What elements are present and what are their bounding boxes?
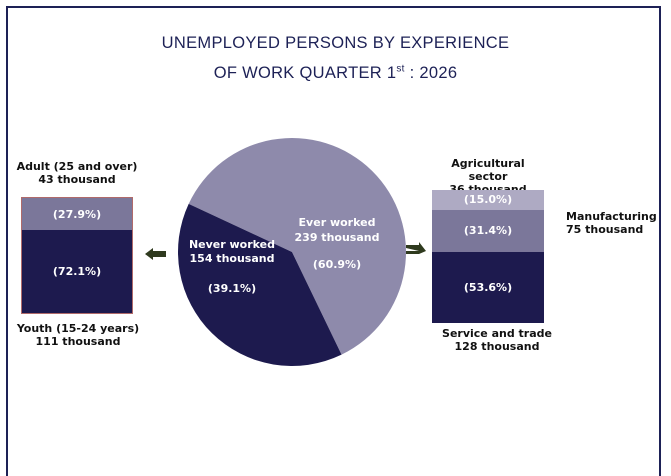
bar-segment-adult: (27.9%): [22, 198, 132, 231]
title-line2-main: OF WORK QUARTER 1: [213, 64, 397, 82]
title-line2-tail: : 2026: [404, 64, 458, 82]
bar-segment-youth: (72.1%): [22, 230, 132, 313]
manu-label-block: Manufacturing 75 thousand: [566, 210, 670, 236]
arrow-left-icon: [145, 248, 166, 260]
ever-worked-value: 239 thousand: [295, 231, 380, 244]
manu-percent: (31.4%): [463, 224, 513, 238]
serv-percent: (53.6%): [463, 280, 513, 294]
pie-slices: [178, 138, 406, 367]
never-worked-label: Never worked: [189, 238, 275, 251]
chart-title-line2: OF WORK QUARTER 1st : 2026: [0, 64, 671, 83]
ever-worked-percent: (60.9%): [313, 258, 361, 271]
bar-segment-service: (53.6%): [432, 251, 544, 323]
agri-label: Agricultural sector: [451, 157, 525, 183]
bar-segment-manufacturing: (31.4%): [432, 209, 544, 252]
serv-label: Service and trade: [442, 327, 552, 340]
agri-percent: (15.0%): [463, 193, 513, 207]
youth-percent: (72.1%): [52, 265, 102, 279]
ever-worked-label: Ever worked: [299, 216, 376, 229]
title-line2-sup: st: [396, 63, 405, 75]
adult-label: Adult (25 and over): [16, 160, 138, 173]
never-worked-value: 154 thousand: [190, 252, 275, 265]
adult-label-block: Adult (25 and over) 43 thousand: [14, 160, 140, 186]
youth-label-block: Youth (15-24 years) 111 thousand: [8, 322, 148, 348]
arrow-right-icon: [406, 242, 426, 254]
pie-slice-ever-worked: [188, 138, 406, 355]
ever-worked-stacked-bar: (15.0%) (31.4%) (53.6%): [432, 190, 544, 323]
manu-value: 75 thousand: [566, 223, 644, 236]
never-worked-stacked-bar: (27.9%) (72.1%): [21, 197, 133, 314]
serv-value: 128 thousand: [454, 340, 540, 353]
pie-slice-never-worked: [178, 203, 342, 367]
youth-label: Youth (15-24 years): [16, 322, 140, 335]
manu-label: Manufacturing: [566, 210, 657, 223]
chart-frame: [6, 6, 661, 476]
serv-label-block: Service and trade 128 thousand: [432, 327, 562, 353]
adult-value: 43 thousand: [38, 173, 116, 186]
adult-percent: (27.9%): [52, 207, 102, 221]
chart-title-line1: UNEMPLOYED PERSONS BY EXPERIENCE: [161, 34, 510, 52]
bar-segment-agricultural: (15.0%): [432, 190, 544, 210]
never-worked-percent: (39.1%): [208, 282, 256, 295]
youth-value: 111 thousand: [35, 335, 121, 348]
